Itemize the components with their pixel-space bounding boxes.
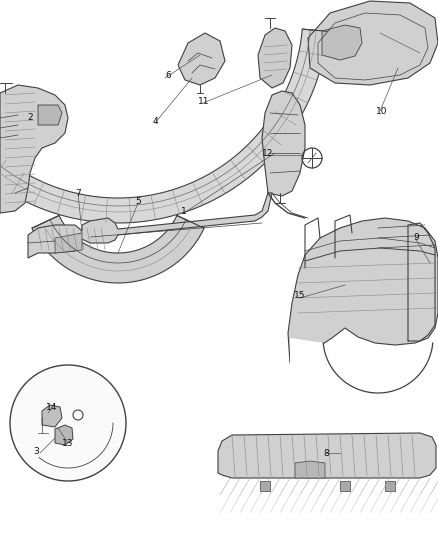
Polygon shape <box>28 193 272 258</box>
Ellipse shape <box>381 287 395 295</box>
Polygon shape <box>340 481 350 491</box>
Polygon shape <box>32 215 204 283</box>
Polygon shape <box>218 433 436 478</box>
Polygon shape <box>385 481 395 491</box>
Text: 12: 12 <box>262 149 274 157</box>
Polygon shape <box>260 481 270 491</box>
Polygon shape <box>258 28 292 88</box>
Text: 5: 5 <box>135 197 141 206</box>
Polygon shape <box>55 233 82 253</box>
Polygon shape <box>55 425 73 445</box>
Ellipse shape <box>403 290 417 300</box>
Polygon shape <box>295 461 325 478</box>
Ellipse shape <box>341 273 355 282</box>
Polygon shape <box>308 1 438 85</box>
Text: 9: 9 <box>413 233 419 243</box>
Polygon shape <box>42 405 62 427</box>
Text: 13: 13 <box>62 439 74 448</box>
Polygon shape <box>178 33 225 85</box>
Text: 8: 8 <box>323 448 329 457</box>
Polygon shape <box>290 338 438 398</box>
Text: 1: 1 <box>181 206 187 215</box>
Text: 11: 11 <box>198 96 210 106</box>
Text: 3: 3 <box>33 447 39 456</box>
Polygon shape <box>0 29 327 223</box>
Ellipse shape <box>374 295 402 315</box>
Polygon shape <box>288 218 438 363</box>
Polygon shape <box>0 85 68 213</box>
Polygon shape <box>262 91 305 196</box>
Polygon shape <box>38 105 62 125</box>
Text: 15: 15 <box>294 292 306 301</box>
Text: 4: 4 <box>152 117 158 125</box>
Text: 7: 7 <box>75 189 81 198</box>
Text: 2: 2 <box>27 114 33 123</box>
Text: 6: 6 <box>165 70 171 79</box>
Text: 14: 14 <box>46 402 58 411</box>
Polygon shape <box>322 25 362 60</box>
Circle shape <box>10 365 126 481</box>
Ellipse shape <box>361 280 375 289</box>
Text: 10: 10 <box>376 107 388 116</box>
